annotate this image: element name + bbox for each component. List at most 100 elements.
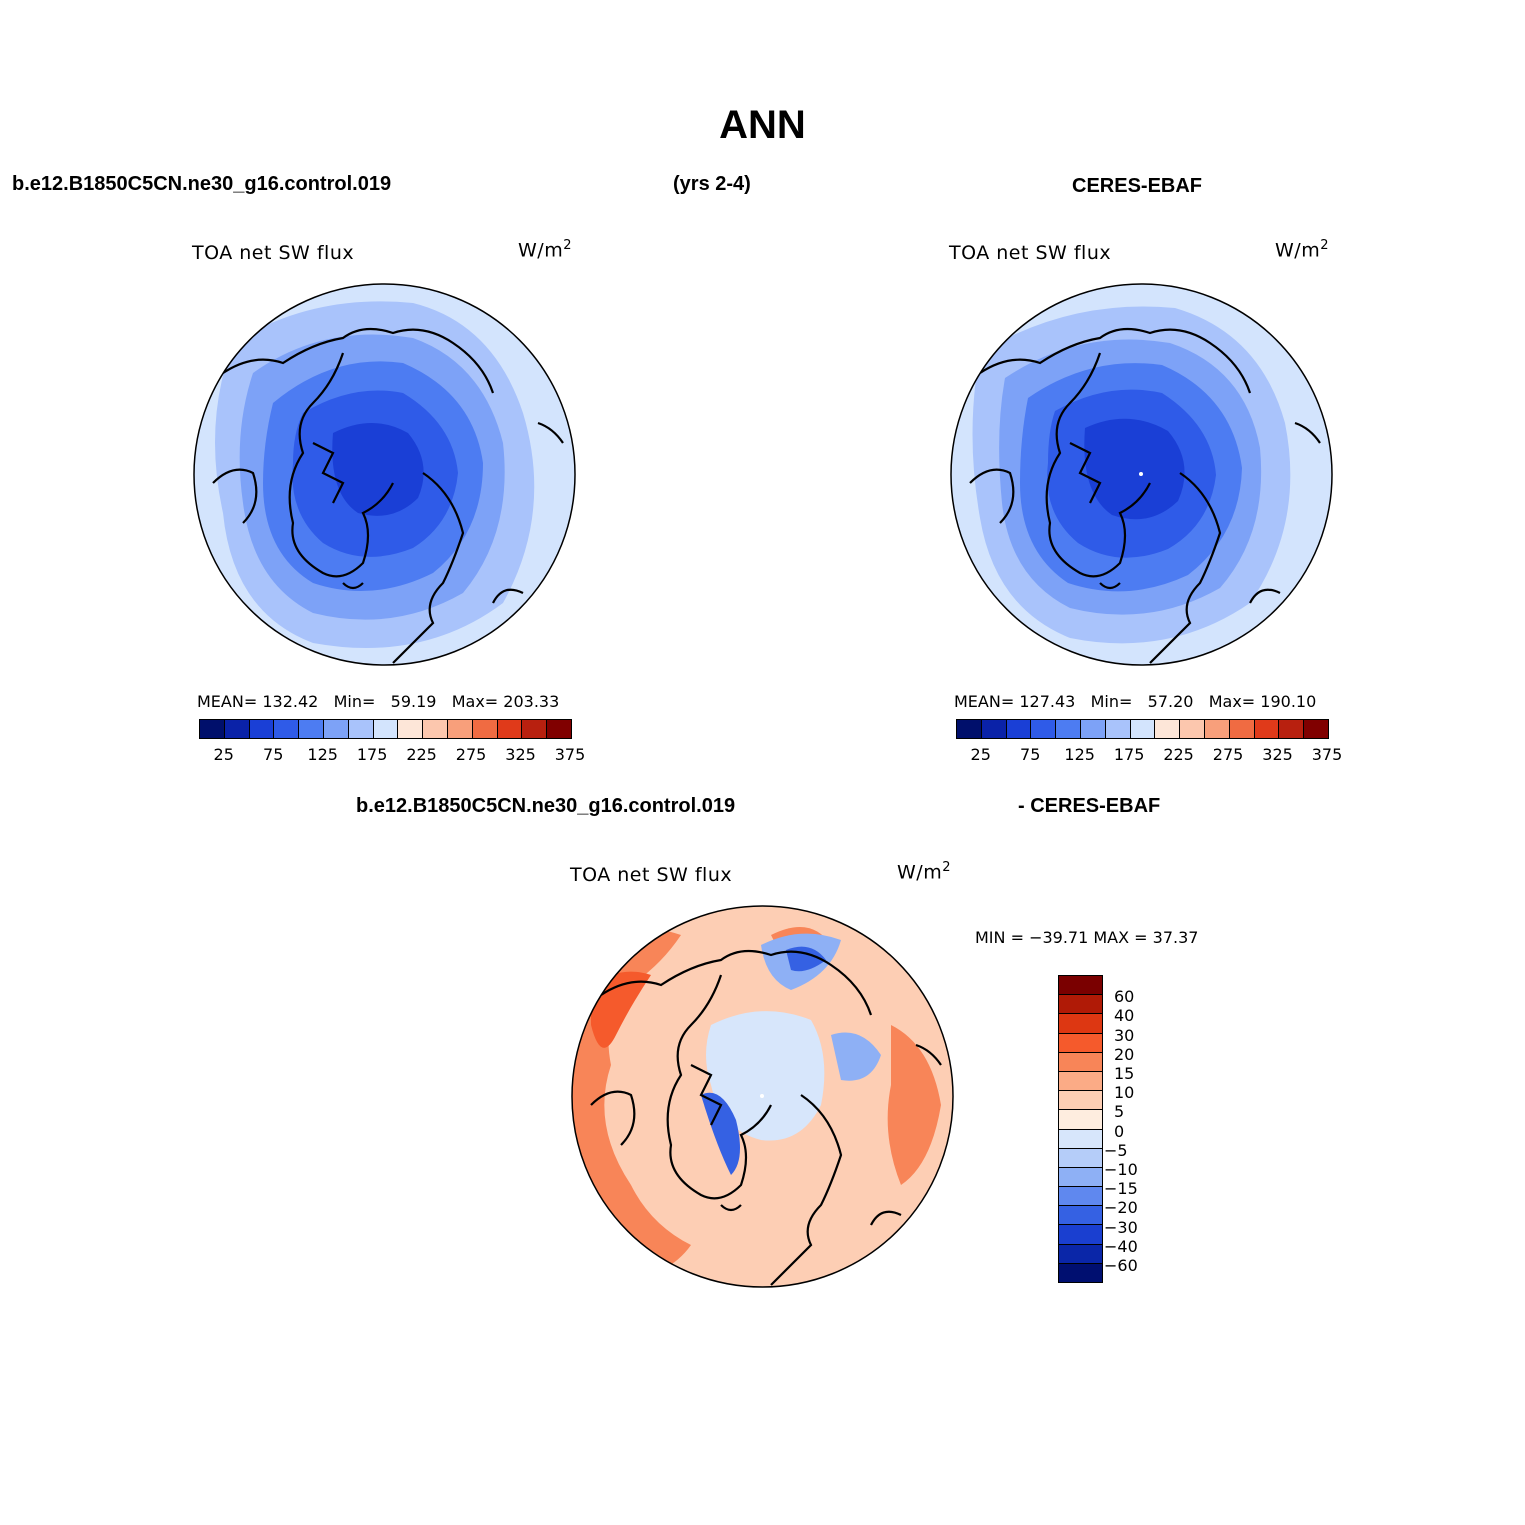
- colorbar-swatch: [1130, 720, 1156, 738]
- colorbar-tick-label: 375: [1311, 745, 1343, 764]
- colorbar-swatch: [1059, 1052, 1102, 1072]
- colorbar-swatch: [1059, 1263, 1102, 1282]
- colorbar-tick-label: −30: [1104, 1217, 1138, 1237]
- colorbar-tick-label: −15: [1104, 1179, 1138, 1199]
- colorbar-tick-label: −10: [1104, 1160, 1138, 1179]
- diff-colorbar: [1058, 975, 1103, 1283]
- colorbar-swatch: [373, 720, 399, 738]
- colorbar-tick-label: 5: [1114, 1102, 1125, 1122]
- colorbar-tick-label: 225: [1163, 745, 1194, 764]
- colorbar-swatch: [1059, 1071, 1102, 1092]
- diff-obs-header: - CERES-EBAF: [1018, 795, 1161, 817]
- colorbar-swatch: [1180, 720, 1205, 738]
- colorbar-swatch: [323, 720, 349, 738]
- colorbar-swatch: [249, 720, 275, 738]
- colorbar-swatch: [1059, 1167, 1102, 1188]
- coastline: [590, 949, 942, 1286]
- colorbar-tick-label: −40: [1104, 1236, 1138, 1256]
- colorbar-tick-label: 175: [1113, 745, 1145, 764]
- colorbar-tick-label: 275: [1212, 745, 1244, 764]
- colorbar-swatch: [1059, 1148, 1102, 1168]
- colorbar-swatch: [200, 720, 225, 738]
- colorbar-swatch: [1279, 720, 1305, 738]
- colorbar-swatch: [348, 720, 374, 738]
- colorbar-tick-label: 25: [213, 745, 234, 764]
- colorbar-swatch: [1059, 1033, 1102, 1053]
- colorbar-swatch: [1059, 1244, 1102, 1264]
- colorbar-swatch: [1304, 720, 1328, 738]
- colorbar-tick-label: 60: [1114, 987, 1135, 1007]
- panel3-units-label: W/m2: [897, 860, 951, 884]
- colorbar-swatch: [547, 720, 571, 738]
- colorbar-tick-label: 275: [455, 745, 487, 764]
- panel2-colorbar: [956, 719, 1329, 739]
- colorbar-swatch: [1059, 1129, 1102, 1149]
- colorbar-swatch: [981, 720, 1007, 738]
- colorbar-tick-label: −60: [1104, 1256, 1138, 1275]
- abs-core-field: [1084, 418, 1185, 520]
- panel1-stats: MEAN= 132.42 Min= 59.19 Max= 203.33: [197, 692, 560, 711]
- colorbar-swatch: [1204, 720, 1230, 738]
- colorbar-swatch: [1059, 1187, 1102, 1207]
- colorbar-swatch: [1059, 1206, 1102, 1226]
- colorbar-swatch: [957, 720, 982, 738]
- colorbar-swatch: [398, 720, 424, 738]
- colorbar-tick-label: 20: [1114, 1044, 1135, 1064]
- colorbar-swatch: [1059, 1225, 1102, 1245]
- colorbar-swatch: [447, 720, 473, 738]
- colorbar-swatch: [1059, 1014, 1102, 1034]
- diff-neg-field: [706, 1011, 825, 1141]
- colorbar-swatch: [522, 720, 548, 738]
- colorbar-swatch: [1155, 720, 1181, 738]
- obs-name-header: CERES-EBAF: [1072, 175, 1203, 197]
- colorbar-tick-label: 125: [1064, 745, 1095, 764]
- colorbar-swatch: [1006, 720, 1032, 738]
- diff-neg3-field: [701, 1092, 740, 1175]
- colorbar-swatch: [1105, 720, 1131, 738]
- panel2-map: [950, 283, 1333, 666]
- diff-case-header: b.e12.B1850C5CN.ne30_g16.control.019: [356, 795, 736, 817]
- colorbar-tick-label: 75: [263, 745, 284, 764]
- years-header: (yrs 2-4): [673, 173, 751, 195]
- panel1-units-label: W/m2: [518, 238, 572, 262]
- colorbar-swatch: [1059, 976, 1102, 996]
- colorbar-swatch: [1229, 720, 1255, 738]
- colorbar-swatch: [1080, 720, 1106, 738]
- colorbar-tick-label: 0: [1114, 1121, 1125, 1141]
- panel1-colorbar-labels: 25 75 125 175 225 275 325 375: [199, 745, 586, 764]
- colorbar-tick-label: 325: [1262, 745, 1293, 764]
- panel2-colorbar-labels: 25 75 125 175 225 275 325 375: [956, 745, 1343, 764]
- coastline: [212, 327, 564, 664]
- colorbar-swatch: [274, 720, 300, 738]
- panel3-variable-label: TOA net SW flux: [570, 864, 733, 886]
- colorbar-swatch: [299, 720, 324, 738]
- coastline: [969, 327, 1321, 664]
- colorbar-swatch: [1056, 720, 1081, 738]
- colorbar-swatch: [1031, 720, 1057, 738]
- colorbar-tick-label: 125: [307, 745, 338, 764]
- colorbar-tick-label: 325: [505, 745, 536, 764]
- diff-pos-field: [887, 1025, 941, 1185]
- colorbar-tick-label: 40: [1114, 1006, 1135, 1026]
- panel1-variable-label: TOA net SW flux: [192, 242, 355, 264]
- colorbar-swatch: [1059, 1091, 1102, 1111]
- colorbar-tick-label: 225: [406, 745, 437, 764]
- diff-neg2-field: [831, 1032, 881, 1081]
- panel3-minmax: MIN = −39.71 MAX = 37.37: [975, 928, 1199, 947]
- panel1-colorbar: [199, 719, 572, 739]
- colorbar-swatch: [1254, 720, 1280, 738]
- colorbar-swatch: [1059, 1110, 1102, 1130]
- colorbar-tick-label: 75: [1020, 745, 1041, 764]
- diff-colorbar-labels: 60 40 30 20 15 10 5 0 −5 −10 −15 −20 −30 −40 −60: [1104, 975, 1172, 1285]
- panel2-units-label: W/m2: [1275, 238, 1329, 262]
- colorbar-tick-label: −5: [1104, 1140, 1128, 1160]
- panel1-map: [193, 283, 576, 666]
- panel2-variable-label: TOA net SW flux: [949, 242, 1112, 264]
- colorbar-tick-label: 15: [1114, 1064, 1135, 1083]
- colorbar-swatch: [1059, 995, 1102, 1015]
- colorbar-tick-label: 25: [970, 745, 991, 764]
- figure-title: ANN: [719, 103, 806, 147]
- colorbar-swatch: [472, 720, 498, 738]
- case-name-header: b.e12.B1850C5CN.ne30_g16.control.019: [12, 173, 392, 195]
- colorbar-tick-label: 10: [1114, 1083, 1135, 1103]
